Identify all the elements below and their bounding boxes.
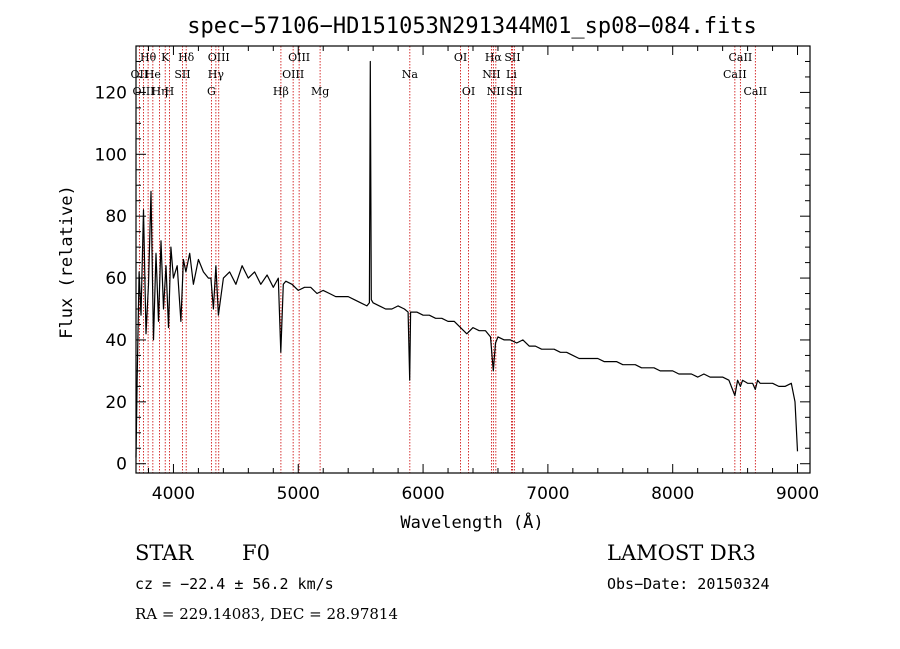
spectral-line-label: SII <box>174 68 190 81</box>
x-tick-label: 7000 <box>526 484 569 504</box>
y-tick-label: 60 <box>105 269 127 289</box>
spectral-line-label: Hδ <box>178 51 195 64</box>
spectral-line-label: SII <box>504 51 520 64</box>
object-subclass: F0 <box>242 541 270 565</box>
spectral-line-markers <box>138 46 756 473</box>
spectral-line-label: Hη <box>151 85 167 98</box>
spectral-line-label: Hγ <box>208 68 225 81</box>
x-tick-label: 8000 <box>651 484 694 504</box>
y-axis: 0 20 40 60 80 100 120 <box>95 60 810 475</box>
spectral-line-label: K <box>161 51 170 64</box>
spectral-line-label: Mg <box>311 85 329 98</box>
y-tick-label: 120 <box>95 83 127 103</box>
spectral-line-label: OI <box>462 85 475 98</box>
x-tick-label: 9000 <box>776 484 819 504</box>
spectral-line-label: H <box>165 85 175 98</box>
x-axis: 4000 5000 6000 7000 8000 9000 <box>147 46 819 504</box>
spectral-line-label: OIII <box>132 85 154 98</box>
spectral-line-label: G <box>207 85 216 98</box>
y-tick-label: 20 <box>105 393 127 413</box>
survey-name: LAMOST DR3 <box>607 541 756 565</box>
spectral-line-label: OIII <box>208 51 230 64</box>
spectral-line-label: NII <box>487 85 505 98</box>
observation-date: Obs−Date: 20150324 <box>607 575 770 593</box>
object-class: STAR <box>135 541 194 565</box>
y-tick-label: 80 <box>105 207 127 227</box>
spectral-line-label: OI <box>454 51 467 64</box>
spectral-line-label: Na <box>402 68 419 81</box>
x-axis-label: Wavelength (Å) <box>400 511 543 533</box>
spectral-line-label: Hβ <box>273 85 289 98</box>
spectral-line-label: He <box>145 68 161 81</box>
spectrum-series <box>135 60 799 458</box>
spectral-line-label: SII <box>506 85 522 98</box>
x-tick-label: 6000 <box>401 484 444 504</box>
x-tick-label: 5000 <box>277 484 320 504</box>
spectral-line-label: Hθ <box>140 51 157 64</box>
spectral-line-label: OIII <box>288 51 310 64</box>
plot-frame <box>135 45 811 474</box>
y-tick-label: 0 <box>116 455 127 475</box>
redshift-value: cz = −22.4 ± 56.2 km/s <box>135 575 334 593</box>
spectral-line-labels: OII Hθ OIII He Hη K H SII Hδ G Hγ OIII Hβ OIII OIII Mg N… <box>131 51 768 98</box>
spectral-line-label: CaII <box>723 68 747 81</box>
chart-title: spec−57106−HD151053N291344M01_sp08−084.f… <box>187 14 757 39</box>
y-tick-label: 40 <box>105 331 127 351</box>
spectral-line-label: CaII <box>729 51 753 64</box>
spectral-line-label: Hα <box>485 51 503 64</box>
x-tick-label: 4000 <box>152 484 195 504</box>
spectral-line-label: NII <box>482 68 500 81</box>
spectral-line-label: Li <box>506 68 517 81</box>
y-axis-label: Flux (relative) <box>57 185 77 339</box>
spectral-line-label: OII <box>131 68 149 81</box>
spectral-line-label: OIII <box>282 68 304 81</box>
spectral-line-label: CaII <box>743 85 767 98</box>
coordinates: RA = 229.14083, DEC = 28.97814 <box>135 605 398 623</box>
y-tick-label: 100 <box>95 145 127 165</box>
